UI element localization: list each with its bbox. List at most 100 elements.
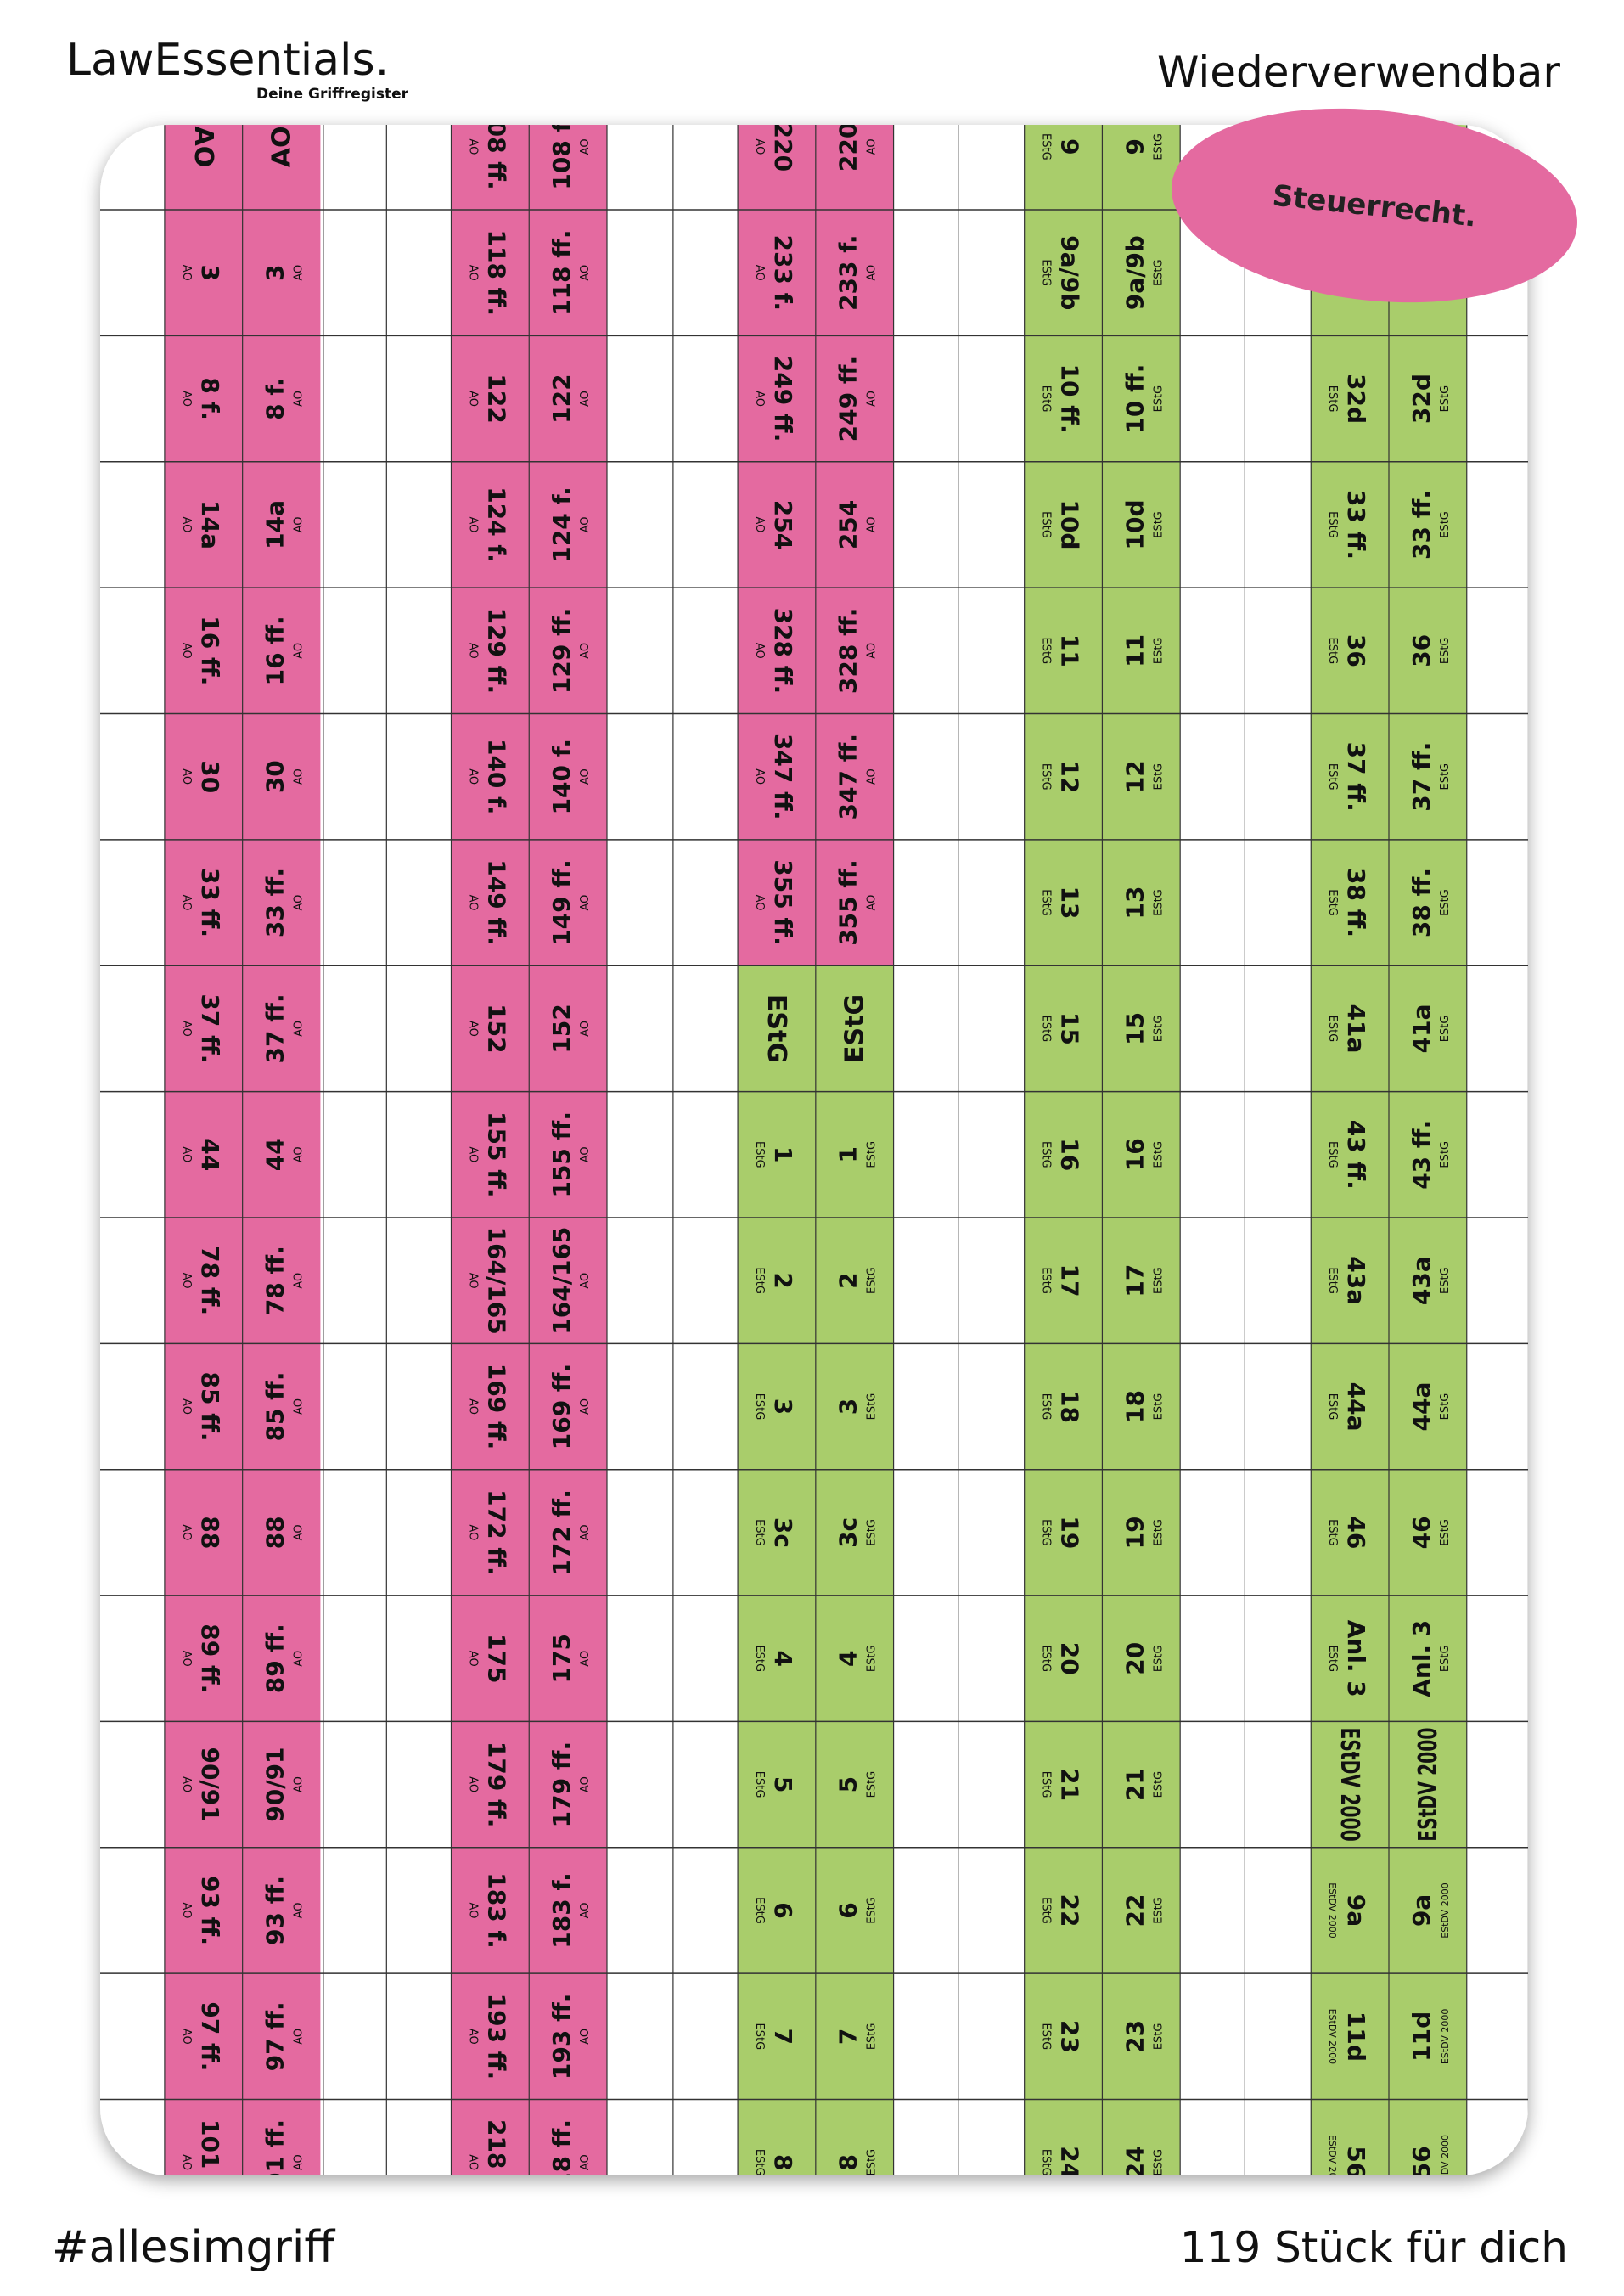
section: 172 ff. (548, 1489, 576, 1576)
law: AO (753, 768, 766, 785)
section: 4 (834, 1651, 863, 1667)
sticker (815, 1595, 894, 1722)
sticker (1102, 839, 1181, 966)
sticker (1389, 2099, 1467, 2175)
section: 38 ff. (1342, 868, 1370, 937)
sticker (1311, 588, 1390, 714)
sticker (1102, 588, 1181, 714)
law: EStG (1040, 133, 1053, 160)
sticker (1311, 1721, 1390, 1848)
section: 118 ff. (482, 229, 510, 316)
section: 90/91 (196, 1747, 224, 1822)
sticker (529, 1343, 607, 1470)
law: EStG (1439, 889, 1452, 916)
section: 10 ff. (1056, 364, 1084, 434)
law: AO (180, 1776, 193, 1792)
law: EStG (1040, 2023, 1053, 2051)
sticker (815, 1973, 894, 2100)
law: EStG (1439, 1519, 1452, 1546)
section: 1 (834, 1146, 863, 1162)
law: EStG (1439, 1393, 1452, 1421)
law: AO (753, 643, 766, 659)
law: AO (293, 1273, 306, 1289)
section: 220 (769, 122, 797, 172)
section: 5 (769, 1776, 797, 1792)
sticker (1102, 1217, 1181, 1344)
sticker-label: 347 ff.AO (834, 734, 879, 820)
law: AO (293, 2154, 306, 2170)
section: 155 ff. (482, 1111, 510, 1198)
section: 56 (1408, 2146, 1436, 2179)
section: 8 (834, 2154, 863, 2170)
sticker-label: 172 ff.AO (466, 1489, 510, 1576)
sticker-label: 37 ff.AO (261, 993, 306, 1063)
sticker (1024, 2099, 1103, 2175)
section: 33 ff. (1408, 490, 1436, 560)
law: AO (579, 1524, 592, 1540)
section: 97 ff. (261, 2001, 289, 2071)
sticker (164, 1847, 243, 1974)
law: AO (180, 265, 193, 281)
section: 164/165 (482, 1227, 510, 1335)
law: AO (466, 265, 479, 281)
law: AO (293, 265, 306, 281)
sticker-label: 101 ff.AO (180, 2119, 224, 2175)
section: 12 (1121, 760, 1149, 793)
section: 43 ff. (1408, 1120, 1436, 1190)
section: 9a (1342, 1894, 1370, 1927)
law: EStG (1152, 1016, 1165, 1043)
law: AO (579, 391, 592, 407)
sticker (451, 1091, 530, 1218)
section: 9a/9b (1056, 235, 1084, 310)
sticker (529, 2099, 607, 2175)
law: EStG (866, 1141, 879, 1168)
sticker (451, 1343, 530, 1470)
sticker-label: 140 f.AO (466, 739, 510, 814)
sticker-label: 37 ff.EStG (1326, 742, 1370, 812)
section: 118 ff. (548, 229, 576, 316)
section: 22 (1056, 1894, 1084, 1927)
law: EStG (1152, 133, 1165, 160)
law: EStG (1152, 259, 1165, 286)
law: EStG (1040, 1645, 1053, 1672)
law: AO (866, 391, 879, 407)
sticker (815, 965, 894, 1092)
law: AO (293, 643, 306, 659)
sticker-label: EStDV 2000 (1335, 1727, 1364, 1841)
sticker (529, 1469, 607, 1596)
sticker (1024, 839, 1103, 966)
law: AO (579, 1651, 592, 1667)
law: EStG (1439, 1016, 1452, 1043)
sticker-label: 183 f.AO (466, 1872, 510, 1948)
law: AO (753, 895, 766, 911)
sticker-label: 89 ff.AO (261, 1624, 306, 1693)
section: 93 ff. (196, 1876, 224, 1945)
sticker-label: 93 ff.AO (180, 1876, 224, 1945)
section: 11d (1342, 2012, 1370, 2062)
sticker (451, 713, 530, 840)
section: 10d (1121, 499, 1149, 549)
law: EStG (866, 1897, 879, 1924)
sticker (1024, 588, 1103, 714)
law: EStG (866, 2023, 879, 2051)
section: 22 (1121, 1894, 1149, 1927)
section: 24 (1056, 2146, 1084, 2179)
section: 149 ff. (548, 859, 576, 946)
law: AO (293, 391, 306, 407)
law: AO (180, 2154, 193, 2170)
sticker-label: 33 ff.AO (180, 868, 224, 937)
section: 218 ff. (482, 2119, 510, 2206)
sticker (1311, 335, 1390, 462)
sticker (164, 965, 243, 1092)
